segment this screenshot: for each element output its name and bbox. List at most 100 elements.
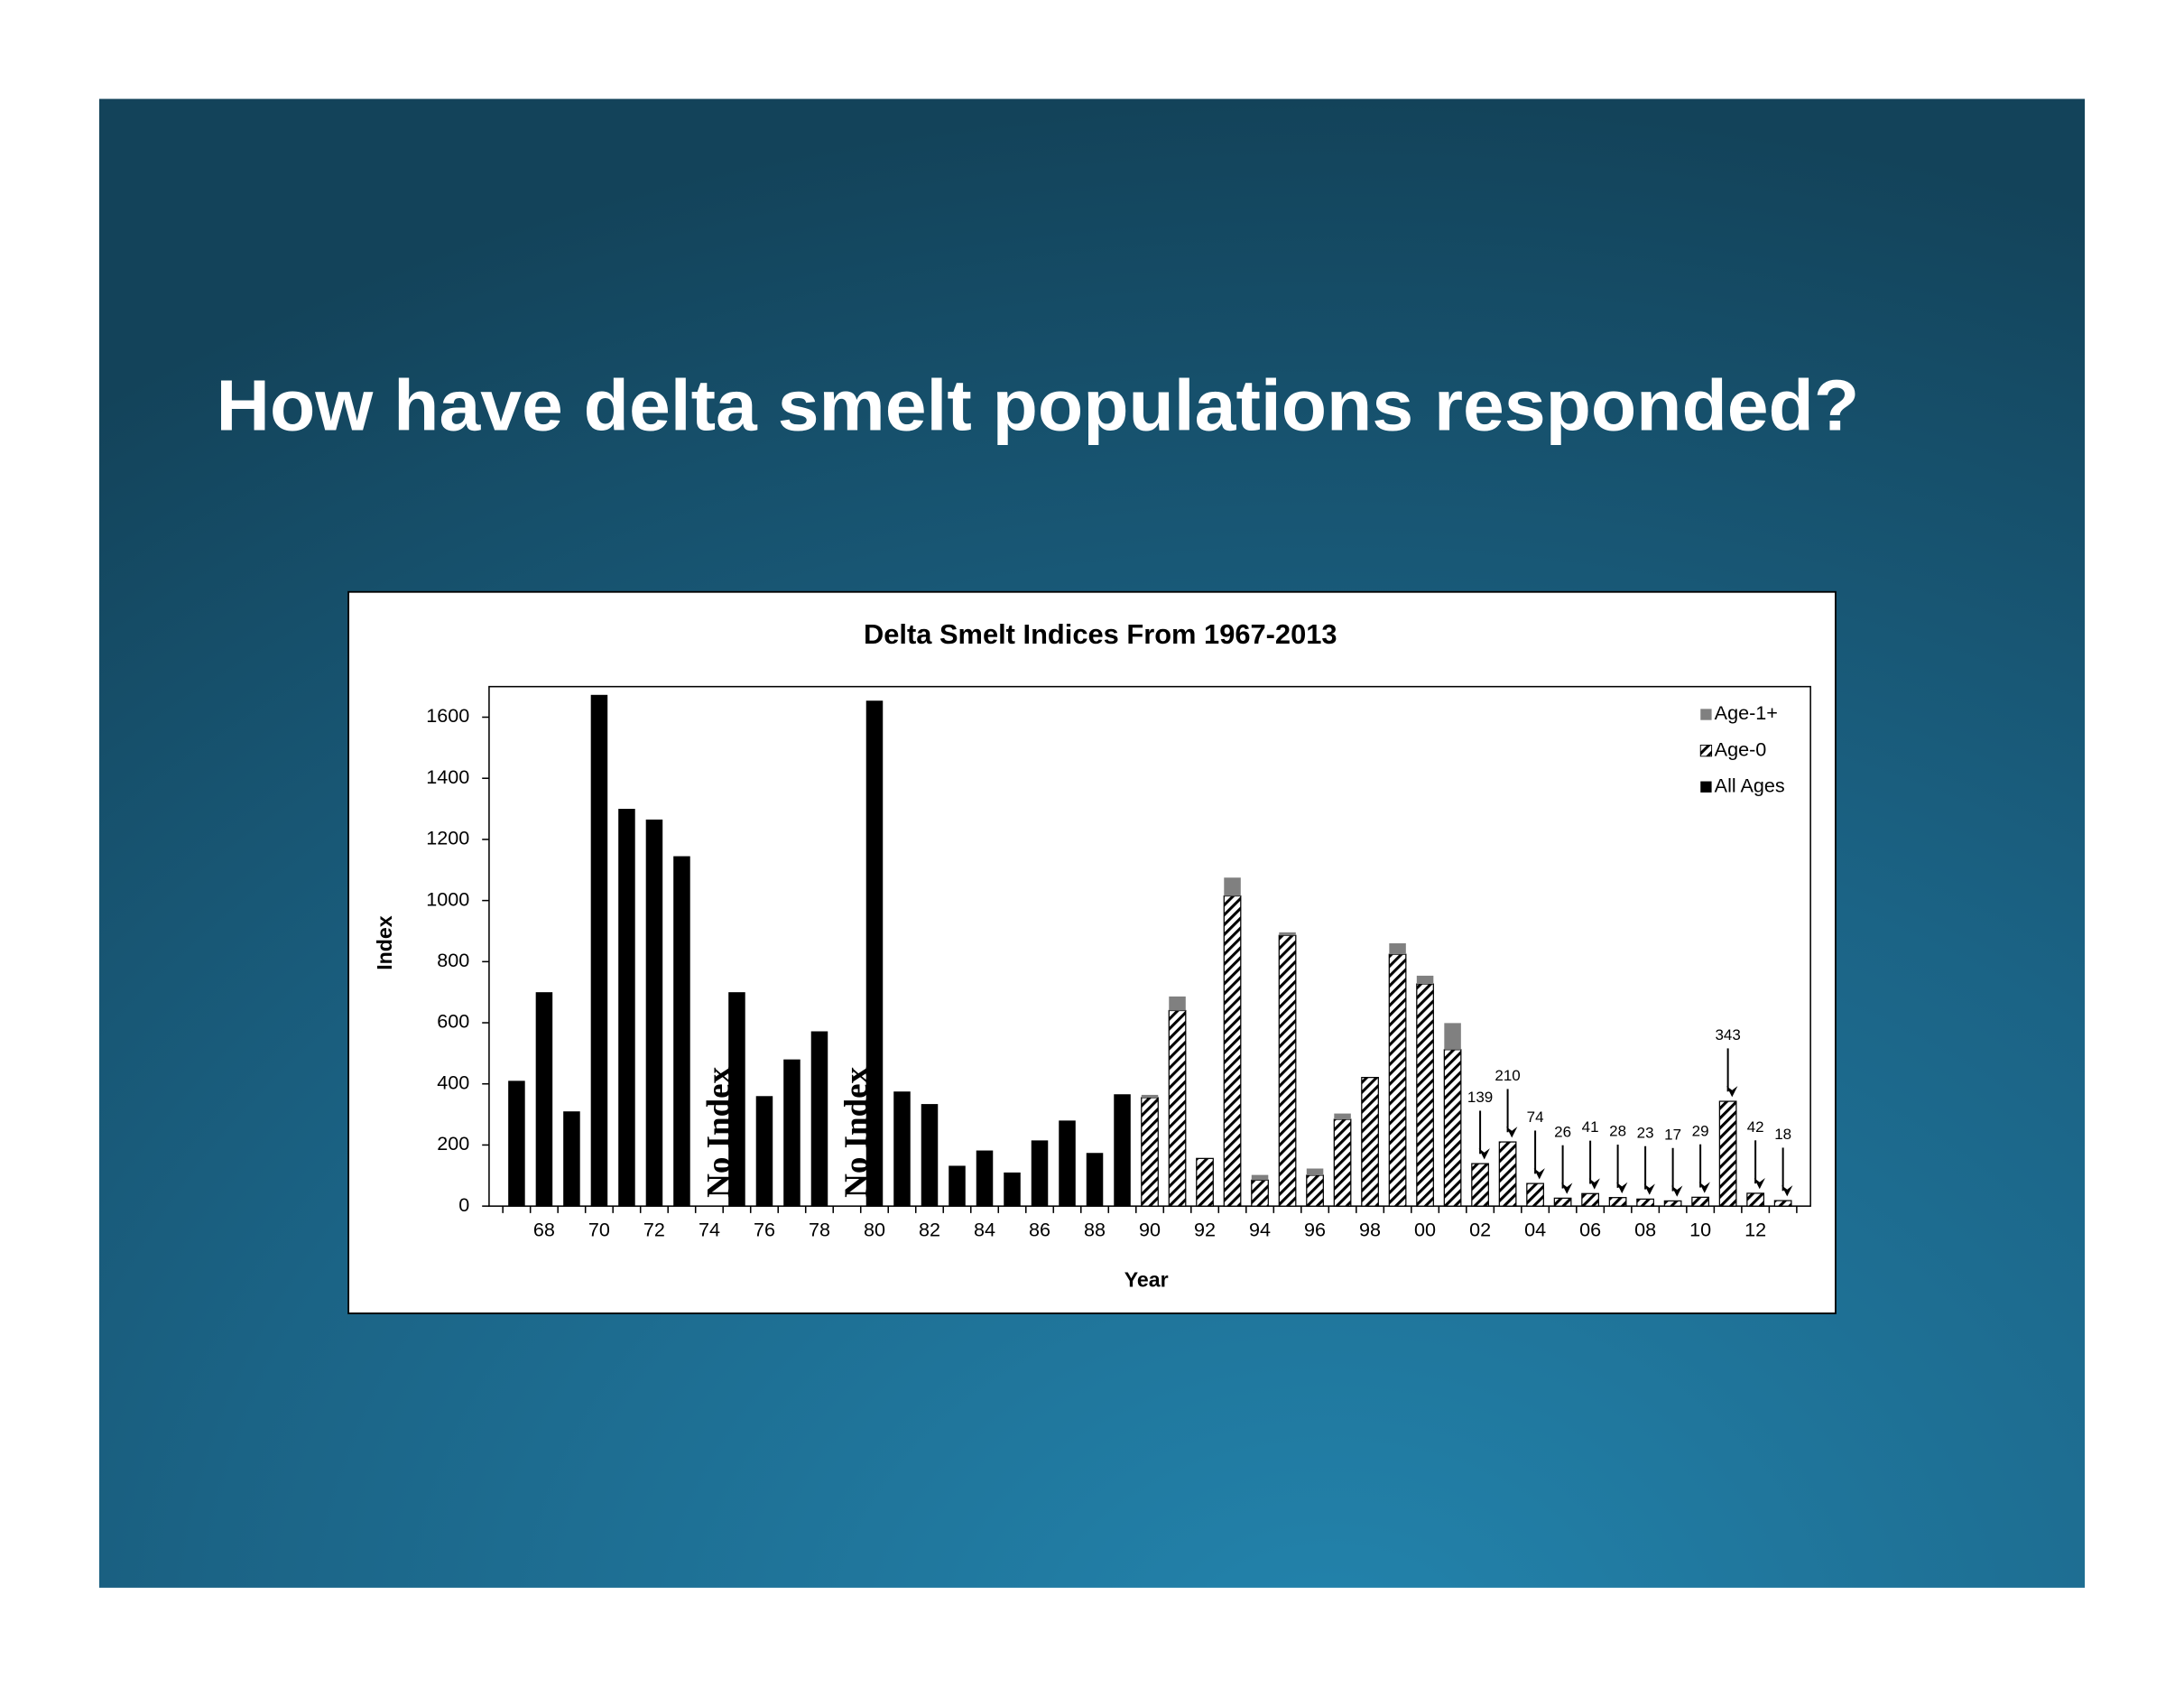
bar	[1334, 1113, 1351, 1120]
bar	[1306, 1168, 1324, 1175]
data-label: 17	[1664, 1126, 1681, 1143]
legend-swatch	[1700, 709, 1712, 720]
y-axis-label: Index	[373, 915, 396, 970]
x-tick-label: 08	[1634, 1219, 1656, 1241]
bar	[893, 1091, 911, 1207]
bar	[645, 819, 663, 1207]
bar	[1416, 975, 1434, 985]
x-tick-label: 06	[1579, 1219, 1601, 1241]
bar	[1691, 1196, 1709, 1207]
bar	[1251, 1174, 1269, 1181]
bar	[1718, 1100, 1737, 1207]
bar	[949, 1165, 966, 1207]
bar	[1526, 1183, 1544, 1207]
bar	[976, 1150, 994, 1207]
bar	[1333, 1118, 1352, 1207]
x-tick-label: 70	[588, 1219, 610, 1241]
legend-swatch	[1699, 744, 1713, 757]
bar	[1279, 932, 1296, 936]
bar	[1389, 943, 1406, 955]
data-label: 41	[1582, 1118, 1599, 1136]
y-tick-label: 800	[437, 949, 469, 971]
bar	[783, 1059, 800, 1207]
bar	[1388, 953, 1407, 1207]
y-tick-label: 1000	[426, 887, 469, 910]
bar	[1636, 1198, 1654, 1207]
bar	[921, 1104, 939, 1207]
y-tick-label: 200	[437, 1132, 469, 1155]
bar	[1361, 1077, 1379, 1207]
data-label: 74	[1527, 1108, 1544, 1126]
x-tick-label: 90	[1139, 1219, 1161, 1241]
bar	[1471, 1163, 1489, 1207]
x-tick-label: 12	[1744, 1219, 1766, 1241]
bar	[1031, 1140, 1049, 1207]
x-tick-label: 94	[1249, 1219, 1271, 1241]
bar	[1223, 895, 1242, 1207]
data-label: 28	[1609, 1123, 1626, 1140]
data-label: 23	[1637, 1124, 1654, 1141]
bar	[563, 1111, 580, 1207]
legend-label: All Ages	[1715, 774, 1785, 796]
bar	[1086, 1153, 1104, 1207]
bar	[755, 1096, 773, 1207]
x-tick-label: 78	[809, 1219, 830, 1241]
x-tick-label: 86	[1029, 1219, 1050, 1241]
bar	[535, 992, 553, 1207]
x-tick-label: 74	[699, 1219, 720, 1241]
y-tick-label: 1600	[426, 704, 469, 727]
legend-label: Age-0	[1715, 737, 1767, 760]
bar	[1608, 1197, 1627, 1207]
y-tick-label: 1400	[426, 765, 469, 788]
legend-swatch	[1700, 781, 1712, 793]
x-tick-label: 96	[1304, 1219, 1326, 1241]
data-label: 343	[1715, 1026, 1740, 1043]
x-tick-label: 92	[1194, 1219, 1216, 1241]
y-tick-label: 600	[437, 1010, 469, 1033]
bar	[673, 856, 690, 1207]
x-tick-label: 02	[1469, 1219, 1491, 1241]
bar	[1663, 1200, 1682, 1207]
y-tick-label: 1200	[426, 827, 469, 849]
bar	[1141, 1097, 1159, 1207]
bar	[1169, 996, 1186, 1011]
bar	[590, 694, 608, 1207]
x-tick-label: 98	[1359, 1219, 1381, 1241]
bar	[1114, 1094, 1131, 1207]
bar	[1746, 1192, 1765, 1207]
bar	[1444, 1023, 1461, 1050]
x-tick-label: 72	[643, 1219, 665, 1241]
x-tick-label: 68	[533, 1219, 555, 1241]
bar	[618, 809, 635, 1207]
bar	[1773, 1200, 1792, 1207]
x-tick-label: 10	[1689, 1219, 1711, 1241]
x-tick-label: 04	[1524, 1219, 1546, 1241]
bar	[1196, 1157, 1214, 1207]
bar	[1141, 1094, 1159, 1098]
bar	[1553, 1197, 1572, 1207]
data-label: 210	[1495, 1067, 1520, 1084]
bar	[1251, 1179, 1269, 1207]
bar	[1168, 1009, 1187, 1207]
x-tick-label: 76	[754, 1219, 775, 1241]
bar	[1004, 1172, 1021, 1207]
bar	[1581, 1192, 1599, 1207]
bar	[1443, 1049, 1462, 1207]
data-label: 18	[1774, 1126, 1791, 1143]
y-tick-label: 400	[437, 1071, 469, 1093]
x-axis-label: Year	[1124, 1268, 1169, 1292]
chart-title: Delta Smelt Indices From 1967-2013	[864, 618, 1337, 650]
x-tick-label: 84	[974, 1219, 995, 1241]
x-tick-label: 80	[864, 1219, 885, 1241]
data-label: 139	[1467, 1089, 1493, 1106]
x-tick-label: 00	[1414, 1219, 1436, 1241]
y-tick-label: 0	[458, 1193, 469, 1216]
bar	[1224, 877, 1241, 896]
slide-title: How have delta smelt populations respond…	[217, 365, 1860, 446]
x-tick-label: 88	[1084, 1219, 1106, 1241]
data-label: 26	[1554, 1123, 1571, 1140]
bar	[1059, 1120, 1076, 1207]
